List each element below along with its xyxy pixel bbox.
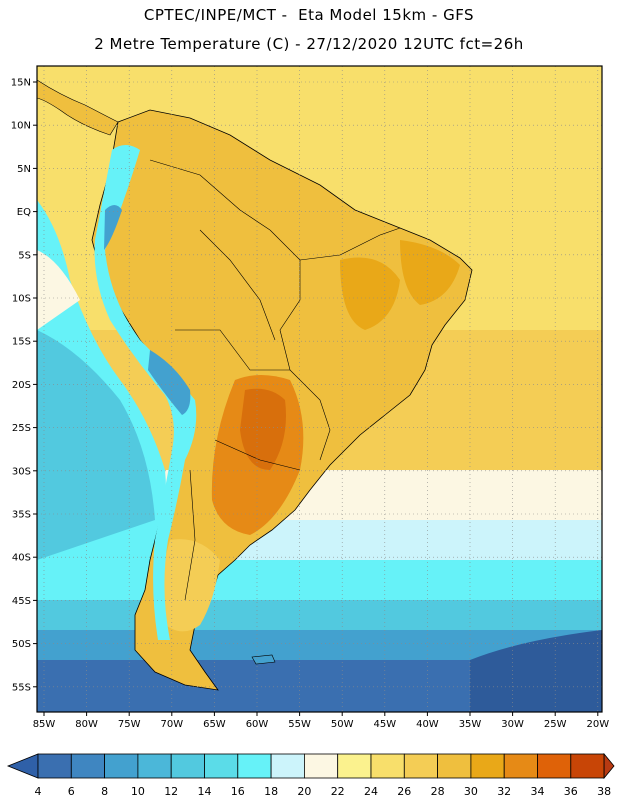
colorbar-label: 28 — [431, 785, 445, 798]
cerrado-hot-zone — [340, 257, 400, 330]
temperature-colorbar — [6, 752, 615, 780]
altiplano-cold-core — [148, 350, 191, 415]
lon-tick-label: 55W — [288, 719, 311, 730]
colorbar-segment — [470, 753, 505, 779]
colorbar-label: 34 — [531, 785, 545, 798]
colorbar-segment — [204, 753, 239, 779]
lon-tick-label: 40W — [416, 719, 439, 730]
lat-tick-label: 25S — [12, 423, 31, 434]
latitude-tick-labels: 15N 10N 5N EQ 5S 10S 15S 20S 25S 30S 35S 40S 45S 50S 5… — [11, 78, 37, 693]
colorbar-segment — [337, 753, 372, 779]
lon-tick-label: 80W — [75, 719, 98, 730]
colorbar-label: 20 — [297, 785, 311, 798]
colorbar-label: 38 — [597, 785, 611, 798]
colorbar-label: 18 — [264, 785, 278, 798]
colorbar-label: 16 — [231, 785, 245, 798]
lat-tick-label: 30S — [12, 466, 31, 477]
colorbar-segment — [303, 753, 339, 779]
lon-tick-label: 65W — [203, 719, 226, 730]
colorbar-label: 14 — [198, 785, 212, 798]
lat-tick-label: 10S — [12, 294, 31, 305]
lon-tick-label: 85W — [33, 719, 56, 730]
andes-cold-spine — [94, 145, 197, 640]
ocean-cold-patch — [470, 630, 602, 712]
colorbar-segment — [170, 753, 205, 779]
colorbar-label: 6 — [68, 785, 75, 798]
ocean-band-aqua — [37, 600, 602, 630]
colorbar-label: 12 — [164, 785, 178, 798]
country-border — [149, 159, 271, 231]
colorbar-label: 36 — [564, 785, 578, 798]
colorbar-label: 32 — [497, 785, 511, 798]
lat-tick-label: 50S — [12, 639, 31, 650]
colorbar-label: 4 — [35, 785, 42, 798]
country-border — [289, 369, 331, 461]
lon-tick-label: 45W — [373, 719, 396, 730]
lon-tick-label: 70W — [160, 719, 183, 730]
country-border — [175, 329, 290, 371]
colorbar-label: 26 — [397, 785, 411, 798]
lat-tick-label: 40S — [12, 553, 31, 564]
lon-tick-label: 20W — [586, 719, 609, 730]
longitude-tick-labels: 85W 80W 75W 70W 65W 60W 55W 50W 45W 40W 35W 30W 25W 2… — [33, 712, 609, 730]
colorbar-min-arrow — [6, 753, 39, 779]
colorbar-segment — [37, 753, 72, 779]
colorbar-label: 22 — [331, 785, 345, 798]
colorbar-segment — [437, 753, 472, 779]
chaco-hottest-core — [240, 388, 286, 470]
chart-title-line-2: 2 Metre Temperature (C) - 27/12/2020 12U… — [94, 35, 524, 53]
colorbar-segment — [104, 753, 139, 779]
country-border — [199, 229, 276, 341]
lat-tick-label: 5S — [18, 250, 31, 261]
lon-tick-label: 35W — [459, 719, 482, 730]
lon-tick-label: 25W — [544, 719, 567, 730]
falkland-islands — [251, 654, 276, 665]
lat-tick-label: 15N — [11, 78, 31, 89]
country-border — [299, 227, 401, 261]
pacific-cool-core — [37, 330, 155, 560]
colorbar-segment — [503, 753, 538, 779]
country-border — [269, 229, 301, 371]
lat-tick-label: 35S — [12, 510, 31, 521]
colorbar-segment — [70, 753, 106, 779]
lon-tick-label: 30W — [501, 719, 524, 730]
colorbar-segment — [270, 753, 305, 779]
lat-tick-label: EQ — [17, 207, 31, 218]
northeast-hot-zone — [400, 240, 460, 305]
central-america-landmass — [37, 79, 119, 136]
colorbar-label: 30 — [464, 785, 478, 798]
colorbar-segment — [370, 753, 405, 779]
lat-tick-label: 5N — [17, 164, 31, 175]
lat-tick-label: 20S — [12, 380, 31, 391]
lat-tick-label: 55S — [12, 682, 31, 693]
chart-title-line-1: CPTEC/INPE/MCT - Eta Model 15km - GFS — [143, 6, 475, 24]
colorbar-segment — [570, 753, 605, 779]
lat-tick-label: 45S — [12, 596, 31, 607]
colorbar-max-arrow — [603, 752, 615, 780]
lon-tick-label: 50W — [331, 719, 354, 730]
colorbar-label: 10 — [131, 785, 145, 798]
lon-tick-label: 60W — [246, 719, 269, 730]
colorbar-segment — [237, 753, 272, 779]
colorbar-segment — [537, 753, 572, 779]
country-border — [214, 439, 301, 471]
colorbar-segment — [403, 753, 438, 779]
patagonia-mild-zone — [159, 539, 220, 632]
colorbar-label: 8 — [101, 785, 108, 798]
lat-tick-label: 10N — [11, 121, 31, 132]
lon-tick-label: 75W — [118, 719, 141, 730]
colorbar-labels: 4 6 8 10 12 14 16 18 20 22 24 26 28 30 32 34 36 38 — [35, 785, 612, 798]
colorbar-segment — [137, 753, 172, 779]
pacific-pale-zone — [37, 250, 80, 330]
country-border — [184, 469, 196, 601]
north-andes-cold-core — [104, 205, 122, 250]
map-frame — [36, 65, 603, 713]
lat-tick-label: 15S — [12, 337, 31, 348]
colorbar-label: 24 — [364, 785, 378, 798]
